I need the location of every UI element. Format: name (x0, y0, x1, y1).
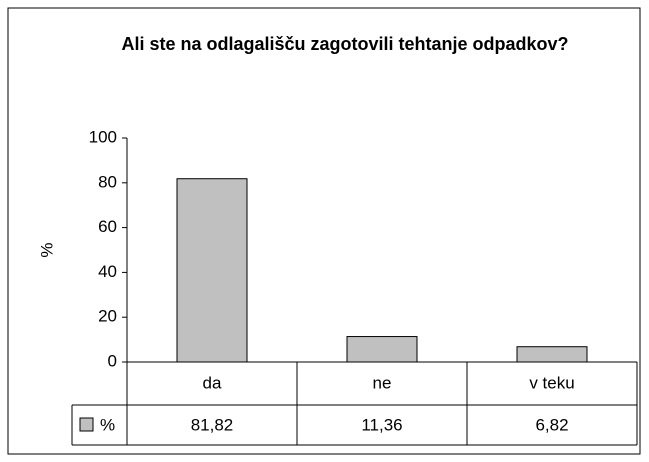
y-tick-label: 40 (98, 262, 117, 281)
legend-label: % (100, 415, 115, 434)
table-value: 81,82 (191, 415, 234, 434)
x-tick-label: v teku (529, 373, 574, 392)
x-tick-label: da (203, 373, 222, 392)
bar (516, 346, 588, 363)
x-tick-label: ne (373, 373, 392, 392)
table-value: 6,82 (535, 415, 568, 434)
chart-title: Ali ste na odlagališču zagotovili tehtan… (121, 34, 569, 54)
table-value: 11,36 (361, 415, 402, 434)
y-tick-label: 80 (98, 172, 117, 191)
y-axis-label: % (37, 242, 56, 257)
y-tick-label: 60 (98, 217, 117, 236)
chart-frame (7, 7, 641, 455)
y-tick-label: 100 (89, 127, 117, 146)
y-tick-label: 20 (98, 307, 117, 326)
bar (176, 178, 248, 363)
legend-swatch (79, 417, 94, 432)
bar (346, 336, 418, 363)
y-tick-label: 0 (108, 351, 117, 370)
